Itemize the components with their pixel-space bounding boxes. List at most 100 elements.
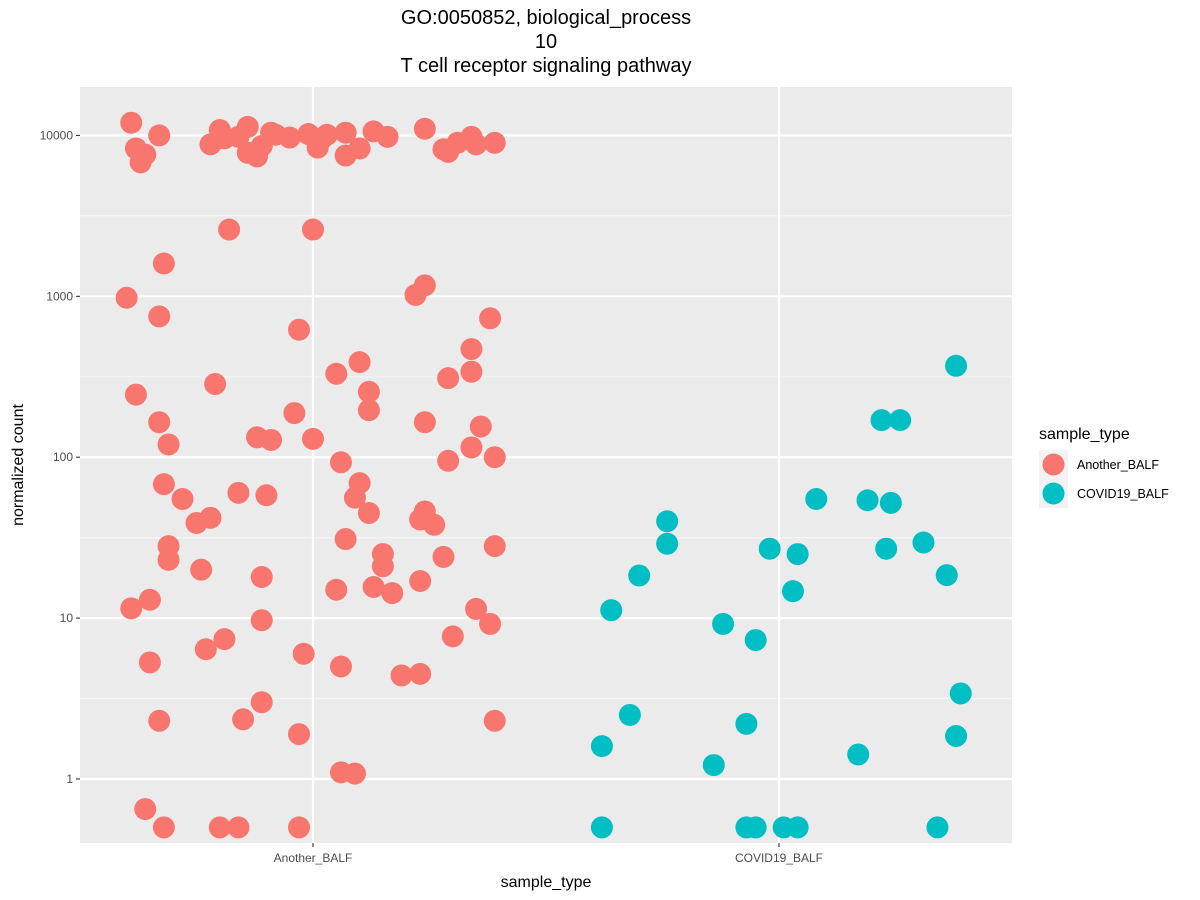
data-point-covid19-balf bbox=[656, 510, 679, 533]
data-point-another-balf bbox=[329, 655, 352, 678]
data-point-another-balf bbox=[292, 642, 315, 665]
y-tick-label: 10000 bbox=[40, 128, 74, 142]
data-point-another-balf bbox=[413, 411, 436, 434]
legend-label-covid19-balf: COVID19_BALF bbox=[1077, 487, 1169, 501]
data-point-another-balf bbox=[381, 582, 404, 605]
data-point-another-balf bbox=[390, 664, 413, 687]
data-point-another-balf bbox=[208, 816, 231, 839]
data-point-covid19-balf bbox=[949, 682, 972, 705]
data-point-covid19-balf bbox=[712, 612, 735, 635]
y-tick-label: 1 bbox=[66, 772, 73, 786]
data-point-covid19-balf bbox=[856, 489, 879, 512]
data-point-covid19-balf bbox=[889, 409, 912, 432]
data-point-another-balf bbox=[194, 638, 217, 661]
data-point-another-balf bbox=[204, 373, 227, 396]
data-point-another-balf bbox=[413, 117, 436, 140]
data-point-another-balf bbox=[437, 367, 460, 390]
data-points bbox=[115, 111, 972, 839]
data-point-covid19-balf bbox=[926, 816, 949, 839]
data-point-another-balf bbox=[124, 383, 147, 406]
data-point-covid19-balf bbox=[875, 537, 898, 560]
data-point-another-balf bbox=[483, 446, 506, 469]
data-point-another-balf bbox=[278, 126, 301, 149]
data-point-another-balf bbox=[483, 535, 506, 558]
data-point-another-balf bbox=[325, 578, 348, 601]
data-point-another-balf bbox=[157, 433, 180, 456]
data-point-another-balf bbox=[152, 473, 175, 496]
data-point-another-balf bbox=[152, 252, 175, 275]
data-point-covid19-balf bbox=[590, 735, 613, 758]
data-point-another-balf bbox=[148, 709, 171, 732]
data-point-another-balf bbox=[171, 487, 194, 510]
legend-key-covid19-balf bbox=[1042, 482, 1065, 505]
y-axis-ticks: 1 10 100 1000 10000 bbox=[40, 128, 80, 786]
data-point-another-balf bbox=[232, 708, 255, 731]
data-point-another-balf bbox=[148, 124, 171, 147]
data-point-another-balf bbox=[437, 449, 460, 472]
data-point-another-balf bbox=[357, 399, 380, 422]
chart-title-line-2: 10 bbox=[535, 31, 557, 53]
data-point-another-balf bbox=[236, 115, 259, 138]
data-point-covid19-balf bbox=[805, 487, 828, 510]
data-point-another-balf bbox=[334, 121, 357, 144]
data-point-another-balf bbox=[302, 427, 324, 450]
data-point-another-balf bbox=[357, 380, 380, 403]
x-axis-title: sample_type bbox=[501, 874, 592, 891]
minor-gridlines bbox=[80, 215, 1012, 700]
data-point-another-balf bbox=[465, 597, 488, 620]
data-point-another-balf bbox=[479, 307, 502, 330]
legend-label-another-balf: Another_BALF bbox=[1077, 458, 1159, 472]
data-point-covid19-balf bbox=[590, 816, 613, 839]
data-point-another-balf bbox=[120, 111, 143, 134]
data-point-another-balf bbox=[483, 709, 506, 732]
data-point-covid19-balf bbox=[945, 354, 968, 377]
data-point-covid19-balf bbox=[758, 537, 781, 560]
data-point-another-balf bbox=[441, 625, 464, 648]
data-point-another-balf bbox=[432, 545, 455, 568]
data-point-another-balf bbox=[138, 588, 161, 611]
data-point-another-balf bbox=[255, 484, 278, 507]
data-point-another-balf bbox=[315, 123, 338, 146]
data-point-another-balf bbox=[120, 597, 143, 620]
major-gridlines bbox=[80, 87, 1012, 843]
data-point-another-balf bbox=[460, 436, 483, 459]
data-point-another-balf bbox=[334, 528, 357, 551]
data-point-another-balf bbox=[460, 360, 483, 383]
data-point-another-balf bbox=[148, 305, 171, 328]
data-point-another-balf bbox=[260, 428, 283, 451]
data-point-another-balf bbox=[325, 362, 348, 385]
data-point-another-balf bbox=[227, 481, 250, 504]
plot-panel bbox=[80, 87, 1012, 843]
data-point-another-balf bbox=[152, 816, 175, 839]
data-point-another-balf bbox=[134, 143, 157, 166]
data-point-another-balf bbox=[348, 351, 371, 374]
data-point-another-balf bbox=[213, 628, 236, 651]
data-point-covid19-balf bbox=[656, 532, 679, 555]
data-point-covid19-balf bbox=[618, 703, 641, 726]
data-point-covid19-balf bbox=[912, 531, 935, 554]
data-point-another-balf bbox=[329, 451, 352, 474]
data-point-another-balf bbox=[250, 691, 273, 714]
data-point-another-balf bbox=[348, 137, 371, 160]
x-tick-label: COVID19_BALF bbox=[735, 851, 823, 865]
data-point-covid19-balf bbox=[628, 564, 651, 587]
data-point-covid19-balf bbox=[847, 743, 870, 766]
y-tick-label: 1000 bbox=[46, 289, 73, 303]
data-point-another-balf bbox=[357, 501, 380, 524]
data-point-another-balf bbox=[134, 798, 157, 821]
data-point-covid19-balf bbox=[879, 491, 902, 514]
legend-key-another-balf bbox=[1042, 453, 1065, 476]
data-point-another-balf bbox=[185, 511, 208, 534]
legend-title: sample_type bbox=[1039, 426, 1130, 443]
data-point-covid19-balf bbox=[744, 629, 767, 652]
data-point-another-balf bbox=[409, 662, 432, 685]
data-point-another-balf bbox=[483, 131, 506, 154]
y-tick-label: 10 bbox=[60, 611, 74, 625]
x-axis-ticks: Another_BALF COVID19_BALF bbox=[274, 843, 823, 865]
data-point-covid19-balf bbox=[781, 580, 804, 603]
legend: sample_type Another_BALF COVID19_BALF bbox=[1039, 426, 1169, 508]
data-point-another-balf bbox=[138, 651, 161, 674]
data-point-another-balf bbox=[227, 816, 250, 839]
y-tick-label: 100 bbox=[53, 450, 73, 464]
